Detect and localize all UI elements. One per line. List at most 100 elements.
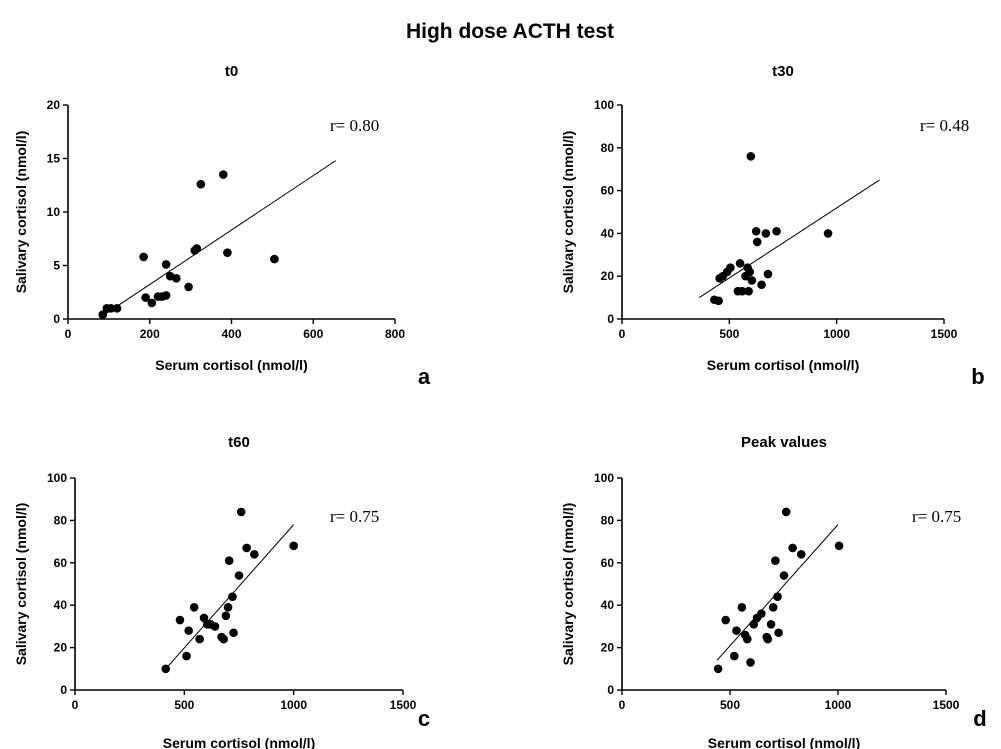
y-axis-label: Salivary cortisol (nmol/l) <box>560 131 576 294</box>
data-point <box>184 282 193 292</box>
x-tick-label: 1000 <box>823 327 850 341</box>
data-point <box>721 615 730 625</box>
x-tick-label: 1500 <box>933 698 960 712</box>
data-point <box>224 556 234 565</box>
data-point <box>196 179 206 189</box>
data-point <box>289 541 298 551</box>
regression-line <box>102 160 337 317</box>
data-point <box>745 267 755 277</box>
data-point <box>236 507 246 517</box>
data-point <box>730 651 739 661</box>
panel-letter: b <box>971 364 984 389</box>
panel-c: t60 0 500 1000 1500 0 20 40 60 80 100 Serum cortiso… <box>13 434 430 749</box>
data-point <box>732 626 741 635</box>
data-point <box>834 541 844 551</box>
data-point <box>147 298 157 308</box>
y-tick-label: 5 <box>53 259 60 273</box>
x-tick-label: 1000 <box>280 698 307 712</box>
y-tick-label: 40 <box>54 598 68 612</box>
data-point <box>757 609 766 618</box>
y-tick-label: 0 <box>60 683 67 697</box>
y-tick-label: 100 <box>47 471 67 485</box>
data-point <box>788 543 797 553</box>
correlation-label: r= 0.48 <box>920 116 969 135</box>
x-axis-label: Serum cortisol (nmol/l) <box>707 357 859 373</box>
data-point <box>199 613 209 623</box>
panel-b: t30 0 500 1000 1500 0 20 40 60 80 100 Serum cortiso… <box>560 63 985 389</box>
figure-title: High dose ACTH test <box>406 20 614 43</box>
data-point <box>763 269 773 279</box>
panel-letter: c <box>418 706 430 731</box>
x-tick-label: 200 <box>140 327 160 341</box>
data-point <box>161 291 171 300</box>
data-point <box>746 658 755 667</box>
data-point <box>726 263 735 272</box>
data-point <box>219 170 228 179</box>
x-tick-label: 1500 <box>931 327 958 341</box>
data-point <box>242 543 251 553</box>
x-tick-label: 1500 <box>390 698 417 712</box>
data-point <box>189 603 199 612</box>
x-axis-label: Serum cortisol (nmol/l) <box>708 735 860 749</box>
x-tick-label: 400 <box>221 327 241 341</box>
data-point <box>112 304 122 313</box>
y-tick-label: 100 <box>594 471 614 485</box>
data-point <box>773 592 782 602</box>
data-point <box>735 259 745 268</box>
data-point <box>752 237 762 247</box>
data-point <box>175 615 185 625</box>
y-tick-label: 20 <box>47 98 61 112</box>
panel-title: Peak values <box>741 434 827 451</box>
y-tick-label: 10 <box>47 205 61 219</box>
data-point <box>182 651 191 661</box>
y-tick-label: 40 <box>601 598 615 612</box>
data-point <box>228 592 237 602</box>
data-point <box>763 634 773 644</box>
y-tick-label: 100 <box>594 98 614 112</box>
y-axis-label: Salivary cortisol (nmol/l) <box>13 503 29 666</box>
data-point <box>766 619 776 629</box>
x-axis-label: Serum cortisol (nmol/l) <box>163 735 315 749</box>
y-tick-label: 15 <box>47 152 61 166</box>
data-point <box>713 664 723 674</box>
y-tick-label: 0 <box>607 312 614 326</box>
data-point <box>229 628 238 638</box>
y-tick-label: 80 <box>601 513 615 527</box>
data-point <box>779 571 789 580</box>
data-point <box>747 276 757 285</box>
data-point <box>757 280 766 290</box>
correlation-label: r= 0.75 <box>330 507 379 526</box>
x-tick-label: 600 <box>303 327 323 341</box>
data-point <box>749 619 759 629</box>
panel-d: Peak values 0 500 1000 1500 0 20 40 60 80 100 Serum… <box>560 434 987 749</box>
y-tick-label: 0 <box>53 312 60 326</box>
y-tick-label: 0 <box>607 683 614 697</box>
data-point <box>771 556 780 565</box>
regression-line <box>699 179 880 299</box>
y-tick-label: 80 <box>54 513 68 527</box>
data-point <box>141 293 150 302</box>
x-axis-label: Serum cortisol (nmol/l) <box>155 357 307 373</box>
data-point <box>761 229 771 238</box>
data-point <box>751 226 761 236</box>
x-tick-label: 1000 <box>825 698 852 712</box>
data-point <box>781 507 791 517</box>
y-tick-label: 60 <box>601 556 615 570</box>
x-tick-label: 800 <box>385 327 405 341</box>
data-point <box>161 260 171 269</box>
panel-title: t60 <box>228 434 250 451</box>
data-point <box>219 634 228 644</box>
x-tick-label: 0 <box>619 327 626 341</box>
data-point <box>768 603 778 612</box>
data-point <box>139 252 148 262</box>
data-point <box>744 286 753 296</box>
data-point <box>737 603 747 612</box>
data-point <box>742 634 752 644</box>
y-tick-label: 20 <box>601 269 615 283</box>
correlation-label: r= 0.75 <box>912 507 961 526</box>
panel-a: t0 0 200 400 600 800 0 5 10 15 20 Serum cortisol (n… <box>13 63 431 389</box>
x-tick-label: 0 <box>65 327 72 341</box>
data-point <box>234 571 244 580</box>
